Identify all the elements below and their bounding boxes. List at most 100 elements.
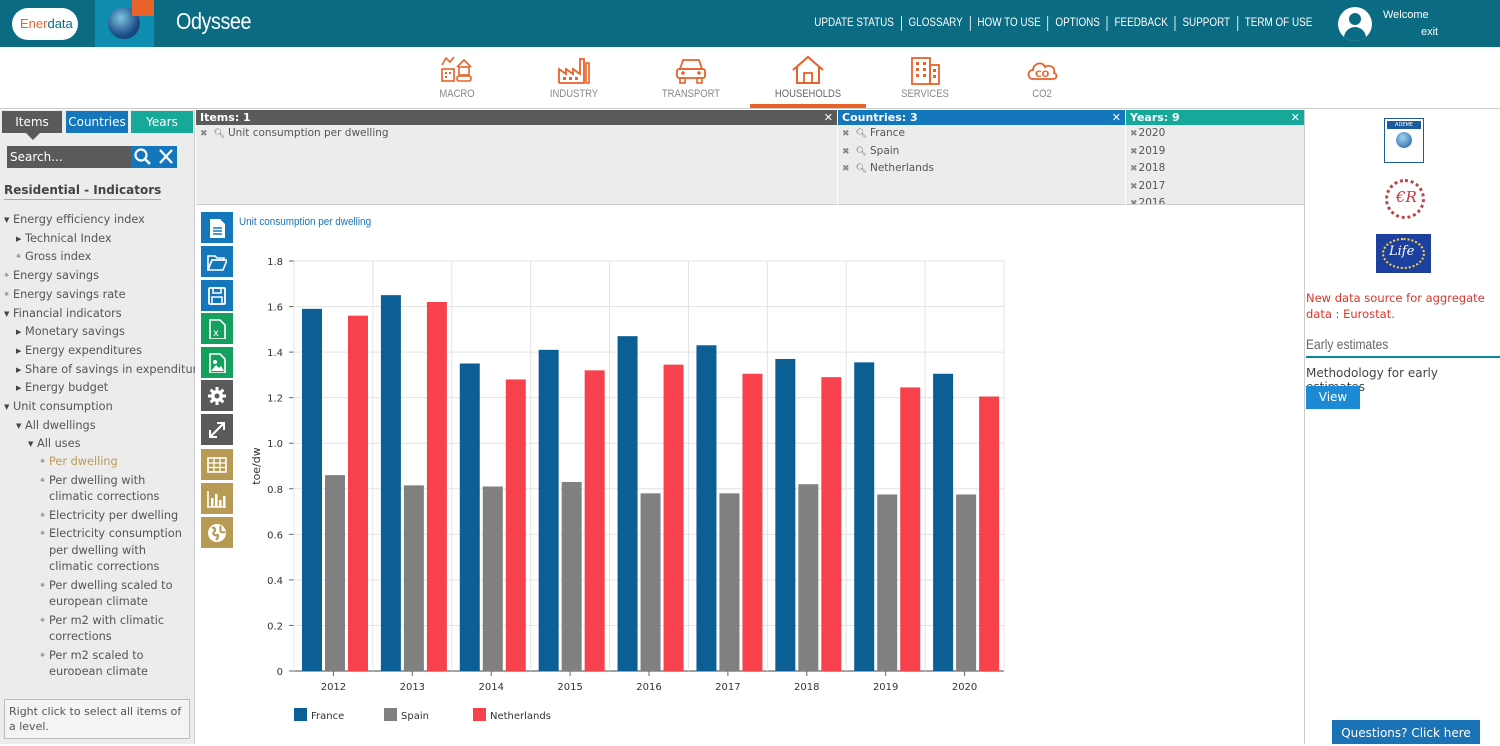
tab-macro[interactable]: MACRO	[399, 47, 515, 108]
remove-icon[interactable]: ✖	[1130, 164, 1138, 174]
clear-items-icon[interactable]: ✕	[823, 111, 833, 124]
selected-years-row[interactable]: ✖2016	[1126, 195, 1304, 205]
expanded-caret-icon[interactable]: ▼	[4, 216, 10, 224]
tree-item[interactable]: ✱ Energy savings rate	[0, 286, 195, 305]
search-input[interactable]: Search...	[7, 146, 177, 168]
view-button[interactable]: View	[1306, 386, 1360, 409]
nav-link[interactable]: GLOSSARY	[900, 16, 970, 31]
selected-years-row[interactable]: ✖2019	[1126, 143, 1304, 161]
tab-co2[interactable]: CO CO2	[984, 47, 1100, 108]
selected-years-row[interactable]: ✖2017	[1126, 178, 1304, 196]
tree-item[interactable]: ▼ Unit consumption	[0, 398, 195, 417]
remove-icon[interactable]: ✖	[1130, 199, 1138, 205]
search-icon[interactable]	[131, 146, 155, 168]
image-export-icon[interactable]	[201, 347, 233, 378]
fullscreen-icon[interactable]	[201, 414, 233, 445]
tree-item[interactable]: ▶ Monetary savings	[0, 323, 195, 342]
tree-item-label: Energy savings	[13, 269, 99, 283]
user-avatar-icon[interactable]	[1338, 7, 1372, 41]
chart-view-icon[interactable]	[201, 483, 233, 514]
selected-years-row[interactable]: ✖2020	[1126, 125, 1304, 143]
tab-households[interactable]: HOUSEHOLDS	[750, 47, 866, 108]
magnifier-icon[interactable]: 🔍︎	[855, 129, 867, 139]
bar-france-2017	[696, 345, 717, 671]
expanded-caret-icon[interactable]: ▼	[28, 440, 34, 449]
expanded-caret-icon[interactable]: ▼	[16, 421, 22, 430]
collapsed-caret-icon[interactable]: ▶	[16, 384, 22, 393]
tree-item[interactable]: ▶ Energy budget	[0, 379, 195, 398]
tab-items[interactable]: Items	[2, 111, 62, 140]
tab-industry[interactable]: INDUSTRY	[516, 47, 632, 108]
bar-spain-2013	[403, 485, 424, 671]
exit-link[interactable]: exit	[1421, 26, 1439, 38]
remove-icon[interactable]: ✖	[1130, 129, 1138, 139]
nav-link[interactable]: TERM OF USE	[1236, 16, 1319, 31]
tab-countries[interactable]: Countries	[66, 111, 128, 133]
tab-transport[interactable]: TRANSPORT	[633, 47, 749, 108]
clear-countries-icon[interactable]: ✕	[1111, 111, 1121, 124]
collapsed-caret-icon[interactable]: ▶	[16, 234, 22, 243]
magnifier-icon[interactable]: 🔍︎	[855, 164, 867, 174]
tree-item[interactable]: ✱ Electricity consumption per dwelling wi…	[0, 526, 195, 578]
clear-search-icon[interactable]	[155, 146, 177, 168]
bar-france-2020	[933, 373, 954, 671]
bar-france-2012	[302, 308, 322, 671]
tree-item[interactable]: ✱ Per m2 with climatic corrections	[0, 613, 195, 648]
x-tick-label: 2013	[400, 682, 425, 693]
remove-icon[interactable]: ✖	[200, 129, 208, 139]
enerdata-logo[interactable]: Enerdata	[12, 8, 78, 40]
tree-item[interactable]: ✱ Gross index	[0, 248, 195, 267]
remove-icon[interactable]: ✖	[842, 129, 850, 139]
sector-label: TRANSPORT	[661, 88, 721, 100]
svg-text:x: x	[213, 328, 219, 339]
clear-years-icon[interactable]: ✕	[1290, 111, 1300, 124]
expanded-caret-icon[interactable]: ▼	[4, 403, 10, 412]
selected-countries-row[interactable]: ✖ 🔍︎ France	[838, 125, 1125, 143]
collapsed-caret-icon[interactable]: ▶	[16, 365, 22, 374]
report-icon[interactable]	[201, 212, 233, 243]
table-view-icon[interactable]	[201, 449, 233, 480]
remove-icon[interactable]: ✖	[1130, 181, 1138, 192]
tree-item[interactable]: ▼ All uses	[0, 435, 195, 454]
collapsed-caret-icon[interactable]: ▶	[16, 346, 22, 355]
tab-years[interactable]: Years	[131, 111, 193, 133]
tree-item[interactable]: ✱ Per m2 scaled to european climate	[0, 648, 195, 675]
nav-link[interactable]: UPDATE STATUS	[814, 17, 894, 29]
questions-button[interactable]: Questions? Click here	[1332, 720, 1480, 744]
excel-icon[interactable]: x	[201, 313, 233, 344]
tree-item[interactable]: ▶ Share of savings in expenditures	[0, 361, 195, 380]
tree-item[interactable]: ▼ All dwellings	[0, 417, 195, 436]
collapsed-caret-icon[interactable]: ▶	[16, 328, 22, 337]
settings-icon[interactable]	[201, 380, 233, 411]
magnifier-icon[interactable]: 🔍︎	[855, 146, 867, 157]
remove-icon[interactable]: ✖	[1130, 146, 1138, 157]
tree-item[interactable]: ▶ Energy expenditures	[0, 342, 195, 361]
tree-item[interactable]: ✱ Per dwelling with climatic corrections	[0, 473, 195, 508]
tree-item[interactable]: ▼ Financial indicators	[0, 305, 195, 324]
selected-years-row[interactable]: ✖2018	[1126, 160, 1304, 178]
remove-icon[interactable]: ✖	[842, 164, 850, 174]
tree-item[interactable]: ✱ Per dwelling scaled to european climate	[0, 578, 195, 613]
tree-item[interactable]: ▼ Energy efficiency index	[0, 211, 195, 230]
selected-items-row[interactable]: ✖ 🔍︎ Unit consumption per dwelling	[196, 125, 837, 143]
tree-item[interactable]: ✱ Energy savings	[0, 267, 195, 286]
nav-link[interactable]: HOW TO USE	[969, 16, 1047, 31]
tree-item[interactable]: ▶ Technical Index	[0, 230, 195, 249]
expanded-caret-icon[interactable]: ▼	[4, 309, 10, 318]
tree-item[interactable]: ✱ Per dwelling	[0, 454, 195, 473]
nav-link[interactable]: OPTIONS	[1047, 16, 1106, 31]
tab-services[interactable]: SERVICES	[867, 47, 983, 108]
selected-countries-row[interactable]: ✖ 🔍︎ Spain	[838, 143, 1125, 161]
ademe-logo: ADEME	[1384, 118, 1424, 163]
y-tick-label: 0.6	[267, 530, 283, 541]
top-nav: UPDATE STATUS GLOSSARY HOW TO USE OPTIONS FE…	[807, 16, 1319, 31]
nav-link[interactable]: SUPPORT	[1174, 16, 1237, 31]
open-folder-icon[interactable]	[201, 246, 233, 277]
tree-item[interactable]: ✱ Electricity per dwelling	[0, 508, 195, 527]
save-icon[interactable]	[201, 280, 233, 311]
magnifier-icon[interactable]: 🔍︎	[213, 129, 225, 139]
remove-icon[interactable]: ✖	[842, 146, 850, 157]
map-view-icon[interactable]	[201, 517, 233, 548]
nav-link[interactable]: FEEDBACK	[1106, 16, 1175, 31]
selected-countries-row[interactable]: ✖ 🔍︎ Netherlands	[838, 160, 1125, 178]
